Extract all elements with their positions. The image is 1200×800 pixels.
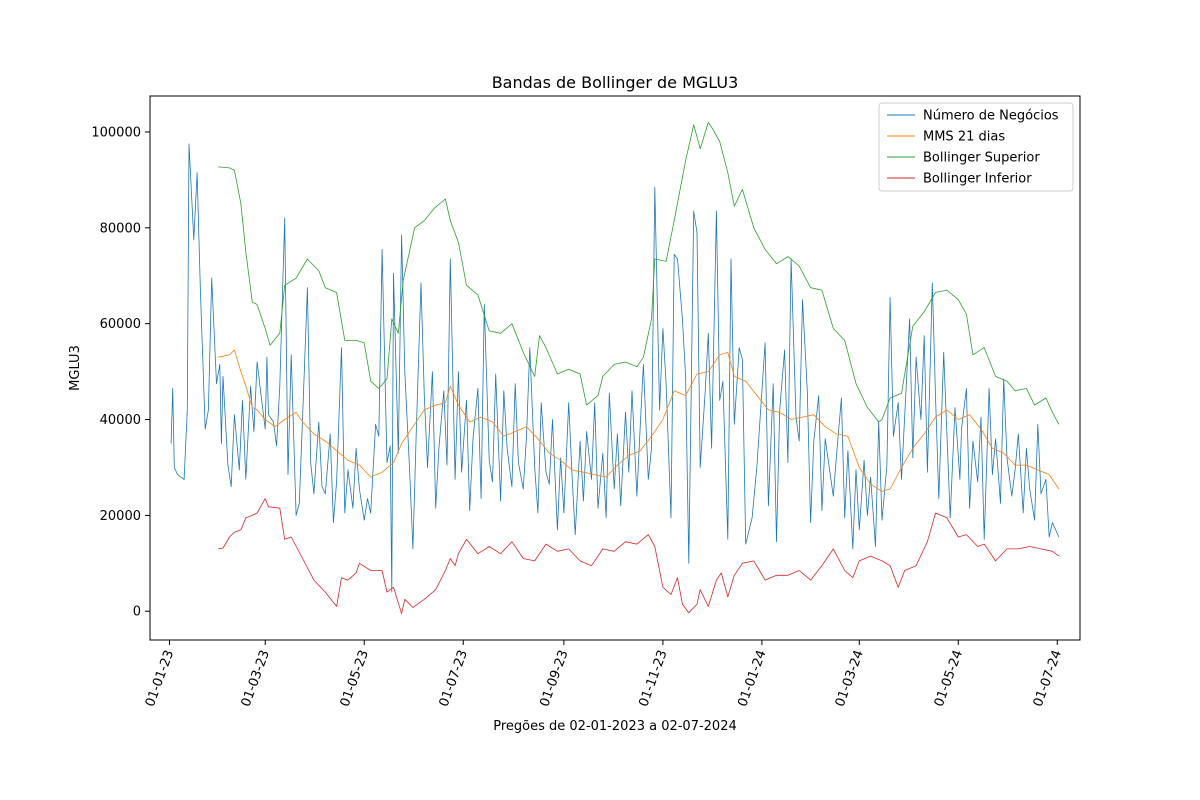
legend-label: Número de Negócios xyxy=(923,109,1059,124)
series-layer xyxy=(170,122,1060,614)
y-tick-label: 20000 xyxy=(100,509,141,524)
legend: Número de Negócios MMS 21 dias Bollinger S… xyxy=(878,102,1074,192)
y-axis-label: MGLU3 xyxy=(68,345,83,391)
y-tick-label: 0 xyxy=(133,605,141,620)
y-tick-label: 60000 xyxy=(100,317,141,332)
legend-label: MMS 21 dias xyxy=(923,130,1005,145)
legend-box xyxy=(878,102,1074,192)
x-axis-label: Pregões de 02-01-2023 a 02-07-2024 xyxy=(493,719,737,734)
legend-label: Bollinger Inferior xyxy=(923,172,1032,187)
series-line-0 xyxy=(170,143,1060,593)
legend-label: Bollinger Superior xyxy=(923,151,1040,166)
y-axis: 0 20000 40000 60000 80000 100000 xyxy=(91,125,150,620)
y-tick-label: 40000 xyxy=(100,413,141,428)
series-line-2 xyxy=(218,122,1060,425)
y-tick-label: 80000 xyxy=(100,221,141,236)
series-line-1 xyxy=(218,349,1060,492)
y-tick-label: 100000 xyxy=(91,125,141,140)
chart-title: Bandas de Bollinger de MGLU3 xyxy=(492,73,739,92)
series-line-3 xyxy=(218,498,1060,614)
plot-area-frame xyxy=(149,95,1081,641)
